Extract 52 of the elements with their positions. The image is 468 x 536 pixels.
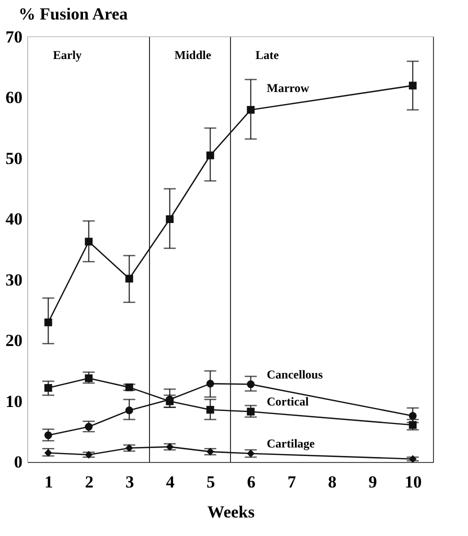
- x-axis-title: Weeks: [207, 502, 255, 522]
- x-tick-label: 7: [288, 472, 296, 492]
- point: [44, 384, 52, 392]
- x-tick-label: 5: [206, 472, 215, 492]
- x-tick-label: 2: [85, 472, 94, 492]
- point: [206, 448, 214, 456]
- point: [166, 442, 174, 451]
- series-label: Cartilage: [266, 436, 316, 450]
- point: [408, 412, 417, 420]
- x-tick-label: 8: [328, 472, 336, 492]
- point: [125, 406, 134, 414]
- x-tick-label: 9: [368, 472, 377, 492]
- band-label: Early: [53, 48, 82, 62]
- point: [84, 238, 93, 246]
- series-label: Cancellous: [266, 367, 324, 382]
- y-tick-label: 30: [6, 270, 22, 290]
- band-label: Late: [256, 48, 280, 62]
- point: [246, 408, 255, 416]
- band-label: Middle: [174, 48, 212, 62]
- y-tick-label: 10: [6, 392, 22, 411]
- x-tick-label: 1: [44, 472, 53, 492]
- series-label: Cortical: [266, 394, 310, 409]
- point: [44, 431, 52, 440]
- x-tick-label: 6: [247, 472, 256, 492]
- point: [408, 421, 417, 429]
- point: [206, 152, 214, 160]
- point: [44, 449, 52, 457]
- point: [246, 380, 255, 388]
- point: [84, 374, 93, 382]
- y-tick-label: 40: [6, 210, 22, 229]
- point: [125, 444, 134, 452]
- y-tick-label: 70: [6, 28, 22, 46]
- point: [206, 406, 214, 414]
- y-tick-label: 60: [6, 88, 22, 108]
- x-tick-label: 10: [404, 472, 422, 492]
- point: [166, 215, 174, 224]
- point: [44, 318, 52, 326]
- series-label: Marrow: [266, 80, 310, 95]
- point: [125, 274, 134, 283]
- y-axis-title: % Fusion Area: [18, 4, 128, 24]
- x-tick-label: 3: [126, 472, 134, 492]
- y-tick-label: 50: [6, 148, 22, 168]
- point: [246, 450, 255, 458]
- point: [206, 380, 214, 388]
- point: [246, 106, 255, 114]
- point: [125, 383, 134, 392]
- point: [408, 82, 417, 90]
- y-tick-label: 20: [6, 331, 22, 350]
- point: [84, 450, 93, 459]
- y-tick-label: 0: [14, 452, 22, 472]
- x-tick-label: 4: [166, 472, 175, 492]
- point: [408, 455, 417, 463]
